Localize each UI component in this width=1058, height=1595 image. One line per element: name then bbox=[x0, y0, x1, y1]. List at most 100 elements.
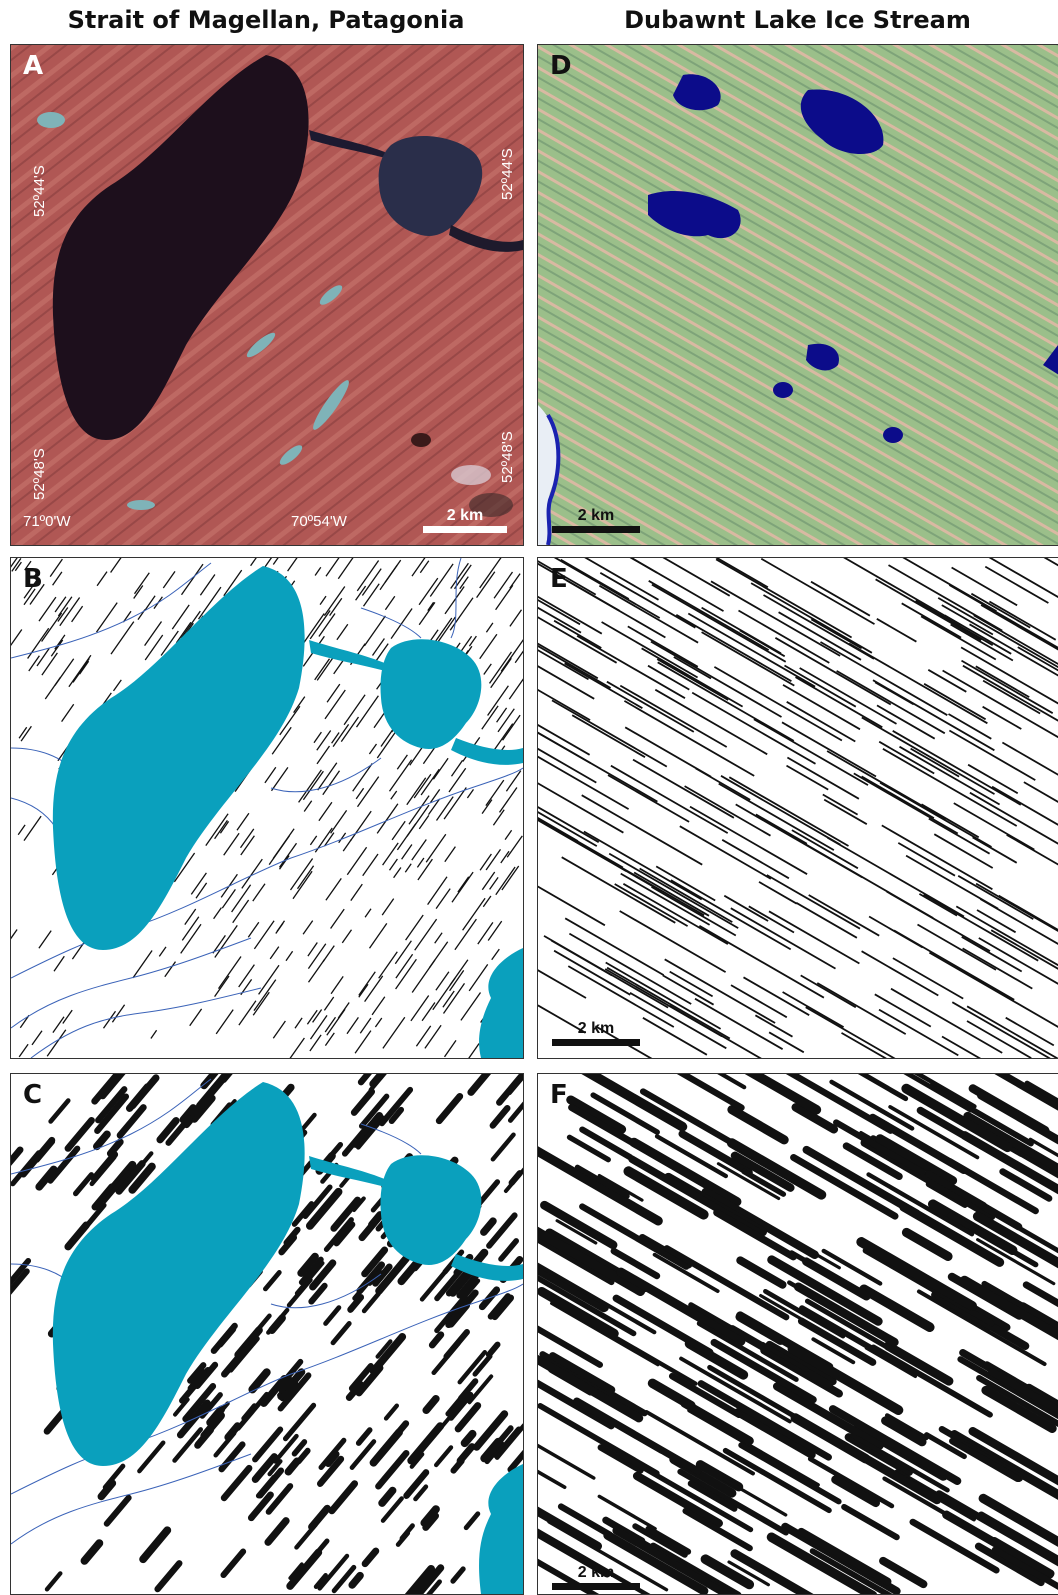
lineation-mark bbox=[415, 919, 437, 950]
lineation-mark bbox=[39, 597, 56, 621]
lineation-mark bbox=[290, 1552, 318, 1586]
lineation-mark bbox=[297, 1525, 316, 1548]
lineation-mark bbox=[133, 951, 152, 978]
lineation-mark bbox=[507, 836, 522, 857]
lineation-mark bbox=[453, 1569, 463, 1581]
lineation-mark bbox=[253, 992, 269, 1015]
lineation-mark bbox=[951, 625, 1013, 661]
lineation-mark bbox=[538, 597, 581, 633]
lineation-mark bbox=[538, 969, 586, 998]
panel-b-lineation-map-patagonia: B bbox=[10, 557, 524, 1059]
lineation-mark bbox=[15, 562, 21, 571]
lineation-mark bbox=[311, 1015, 328, 1039]
lineation-mark bbox=[435, 933, 442, 944]
lineation-mark bbox=[827, 751, 946, 819]
panel-d-image bbox=[538, 45, 1058, 545]
lineation-mark bbox=[253, 884, 265, 901]
lineation-mark bbox=[268, 1521, 286, 1542]
lineation-mark bbox=[139, 1443, 163, 1471]
lineation-mark bbox=[341, 717, 358, 742]
panel-e-map bbox=[538, 558, 1058, 1058]
lineation-mark bbox=[445, 587, 464, 614]
lineation-mark bbox=[426, 1399, 436, 1411]
lineation-mark bbox=[11, 630, 22, 651]
lineation-mark bbox=[680, 826, 771, 879]
lineation-mark bbox=[707, 1074, 744, 1087]
lineation-mark bbox=[451, 563, 469, 588]
lineation-mark bbox=[425, 1025, 441, 1048]
lineation-mark bbox=[706, 1192, 815, 1255]
lineation-mark bbox=[463, 898, 486, 930]
lineation-mark bbox=[686, 1511, 750, 1548]
lineation-mark bbox=[463, 1044, 479, 1059]
lineation-mark bbox=[1007, 835, 1058, 877]
lineation-mark bbox=[377, 729, 397, 758]
lineation-mark bbox=[251, 558, 259, 566]
lineation-mark bbox=[373, 1074, 383, 1084]
lineation-mark bbox=[248, 922, 258, 937]
lineation-mark bbox=[1024, 782, 1058, 808]
panel-a-image bbox=[11, 45, 523, 545]
lineation-mark bbox=[182, 564, 204, 595]
lineation-mark bbox=[692, 693, 815, 764]
lineation-mark bbox=[200, 575, 215, 596]
lineation-mark bbox=[879, 1010, 958, 1056]
lineation-mark bbox=[428, 877, 447, 905]
lineation-mark bbox=[492, 949, 500, 960]
lineation-mark bbox=[486, 623, 493, 632]
lineation-mark bbox=[515, 645, 523, 662]
lineation-mark bbox=[554, 951, 630, 995]
lineation-mark bbox=[817, 983, 905, 1034]
lineation-mark bbox=[796, 677, 883, 727]
scale-bar-d: 2 km bbox=[552, 505, 640, 533]
lineation-mark bbox=[883, 749, 1017, 826]
lineation-mark bbox=[444, 983, 465, 1013]
lineation-mark bbox=[72, 606, 83, 622]
lineation-mark bbox=[509, 674, 523, 699]
lineation-mark bbox=[363, 854, 378, 876]
lineation-mark bbox=[538, 792, 623, 868]
lineation-mark bbox=[458, 877, 469, 892]
lineation-mark bbox=[538, 614, 617, 663]
lineation-mark bbox=[418, 859, 433, 880]
panel-b-map bbox=[11, 558, 523, 1058]
lineation-mark bbox=[722, 840, 789, 879]
lineation-mark bbox=[417, 858, 424, 867]
pond-shape-b bbox=[380, 639, 481, 749]
lineation-mark bbox=[159, 947, 166, 957]
lineation-mark bbox=[332, 1484, 355, 1511]
lineation-mark bbox=[924, 895, 1039, 961]
lineation-mark bbox=[503, 715, 520, 740]
lineation-mark bbox=[273, 829, 294, 859]
lineation-mark bbox=[811, 582, 870, 616]
lineation-mark bbox=[682, 1134, 749, 1173]
lineation-mark bbox=[318, 763, 337, 790]
lineation-mark bbox=[23, 1140, 52, 1174]
lineation-mark bbox=[380, 560, 401, 590]
panel-a-satellite-patagonia: A 52º44'S 52º44'S 52º48'S 52º48'S 71º0'W… bbox=[10, 44, 524, 546]
lineation-mark bbox=[640, 869, 733, 923]
lineation-mark bbox=[254, 980, 276, 1011]
lineation-mark bbox=[364, 1294, 378, 1311]
lineation-mark bbox=[506, 771, 520, 792]
lineation-mark bbox=[414, 774, 431, 798]
lineation-mark bbox=[54, 956, 64, 971]
lineation-mark bbox=[286, 951, 293, 960]
lineation-mark bbox=[47, 1573, 60, 1589]
lineation-mark bbox=[467, 789, 473, 798]
lineation-mark bbox=[324, 587, 344, 616]
lineation-mark bbox=[493, 1135, 514, 1160]
lineation-mark bbox=[272, 1318, 282, 1330]
lineation-mark bbox=[973, 837, 1017, 863]
left-column-title: Strait of Magellan, Patagonia bbox=[10, 6, 522, 34]
lineation-mark bbox=[309, 959, 325, 982]
lineation-mark bbox=[422, 1003, 435, 1021]
lineation-mark bbox=[949, 731, 1035, 781]
lineation-mark bbox=[308, 944, 325, 969]
lineation-mark bbox=[761, 559, 874, 624]
lineation-mark bbox=[338, 558, 360, 579]
lineation-mark bbox=[894, 930, 1014, 999]
lineation-mark bbox=[293, 871, 312, 898]
lineation-mark bbox=[224, 1552, 244, 1575]
lineation-mark bbox=[299, 770, 322, 803]
